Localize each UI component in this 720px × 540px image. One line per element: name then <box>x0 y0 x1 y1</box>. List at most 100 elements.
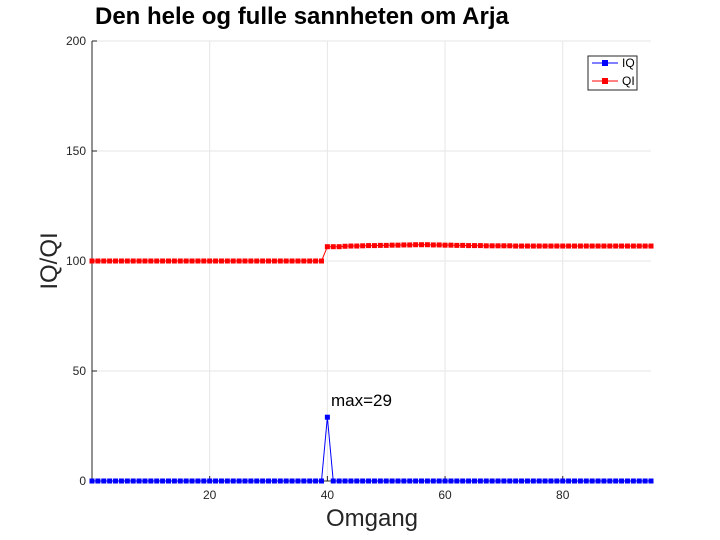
point-iq-26 <box>242 478 248 484</box>
legend-label-qi: QI <box>622 74 635 88</box>
point-iq-20 <box>207 478 213 484</box>
point-iq-39 <box>318 478 324 484</box>
y-tick-label-0: 0 <box>79 474 86 488</box>
point-iq-64 <box>466 478 472 484</box>
point-qi-72 <box>513 243 519 249</box>
legend: IQ QI <box>587 55 638 91</box>
point-qi-31 <box>271 258 277 264</box>
point-qi-85 <box>589 243 595 249</box>
point-qi-14 <box>171 258 177 264</box>
point-qi-58 <box>430 242 436 248</box>
point-qi-78 <box>548 243 554 249</box>
point-iq-62 <box>454 478 460 484</box>
point-qi-55 <box>413 242 419 248</box>
point-iq-74 <box>524 478 530 484</box>
point-qi-18 <box>195 258 201 264</box>
point-qi-87 <box>601 243 607 249</box>
grid <box>92 40 651 482</box>
point-qi-45 <box>354 243 360 249</box>
point-qi-81 <box>566 243 572 249</box>
point-iq-27 <box>248 478 254 484</box>
point-qi-21 <box>213 258 219 264</box>
point-iq-3 <box>107 478 113 484</box>
point-qi-64 <box>466 243 472 249</box>
point-iq-61 <box>448 478 454 484</box>
point-qi-86 <box>595 243 601 249</box>
point-iq-35 <box>295 478 301 484</box>
legend-marker-qi <box>602 78 608 84</box>
point-qi-4 <box>113 258 119 264</box>
point-iq-88 <box>607 478 613 484</box>
point-iq-95 <box>648 478 654 484</box>
point-iq-19 <box>201 478 207 484</box>
point-qi-54 <box>407 242 413 248</box>
point-iq-59 <box>436 478 442 484</box>
point-qi-71 <box>507 243 513 249</box>
point-qi-11 <box>154 258 160 264</box>
point-iq-5 <box>118 478 124 484</box>
point-iq-90 <box>619 478 625 484</box>
point-qi-92 <box>630 243 636 249</box>
point-qi-66 <box>477 243 483 249</box>
point-qi-94 <box>642 243 648 249</box>
point-qi-22 <box>218 258 224 264</box>
point-iq-1 <box>95 478 101 484</box>
point-iq-85 <box>589 478 595 484</box>
point-iq-52 <box>395 478 401 484</box>
point-qi-56 <box>419 242 425 248</box>
point-iq-0 <box>89 478 95 484</box>
point-iq-91 <box>624 478 630 484</box>
point-qi-10 <box>148 258 154 264</box>
point-iq-16 <box>183 478 189 484</box>
point-qi-52 <box>395 242 401 248</box>
point-iq-51 <box>389 478 395 484</box>
point-qi-13 <box>165 258 171 264</box>
point-qi-26 <box>242 258 248 264</box>
point-qi-75 <box>530 243 536 249</box>
point-iq-36 <box>301 478 307 484</box>
point-qi-28 <box>254 258 260 264</box>
point-qi-27 <box>248 258 254 264</box>
point-iq-56 <box>419 478 425 484</box>
point-qi-43 <box>342 243 348 249</box>
point-iq-63 <box>460 478 466 484</box>
point-iq-94 <box>642 478 648 484</box>
point-iq-43 <box>342 478 348 484</box>
point-iq-2 <box>101 478 107 484</box>
point-qi-63 <box>460 242 466 248</box>
point-qi-89 <box>613 243 619 249</box>
point-qi-3 <box>107 258 113 264</box>
point-qi-23 <box>224 258 230 264</box>
point-iq-86 <box>595 478 601 484</box>
point-iq-45 <box>354 478 360 484</box>
point-iq-92 <box>630 478 636 484</box>
point-qi-32 <box>277 258 283 264</box>
point-iq-84 <box>583 478 589 484</box>
y-tick-label-200: 200 <box>66 34 86 48</box>
point-iq-4 <box>113 478 119 484</box>
y-tick-label-100: 100 <box>66 254 86 268</box>
point-qi-53 <box>401 242 407 248</box>
point-iq-32 <box>277 478 283 484</box>
point-iq-71 <box>507 478 513 484</box>
point-qi-69 <box>495 243 501 249</box>
point-qi-9 <box>142 258 148 264</box>
point-qi-36 <box>301 258 307 264</box>
point-iq-40 <box>324 414 330 420</box>
point-qi-59 <box>436 242 442 248</box>
max-annotation: max=29 <box>331 391 392 410</box>
point-iq-13 <box>165 478 171 484</box>
point-qi-46 <box>360 243 366 249</box>
point-qi-8 <box>136 258 142 264</box>
x-tick-label-20: 20 <box>203 488 217 502</box>
point-qi-51 <box>389 242 395 248</box>
point-qi-2 <box>101 258 107 264</box>
point-qi-39 <box>318 258 324 264</box>
x-tick-label-60: 60 <box>438 488 452 502</box>
y-tick-label-150: 150 <box>66 144 86 158</box>
point-iq-14 <box>171 478 177 484</box>
point-iq-34 <box>289 478 295 484</box>
point-qi-48 <box>371 243 377 249</box>
point-qi-61 <box>448 242 454 248</box>
